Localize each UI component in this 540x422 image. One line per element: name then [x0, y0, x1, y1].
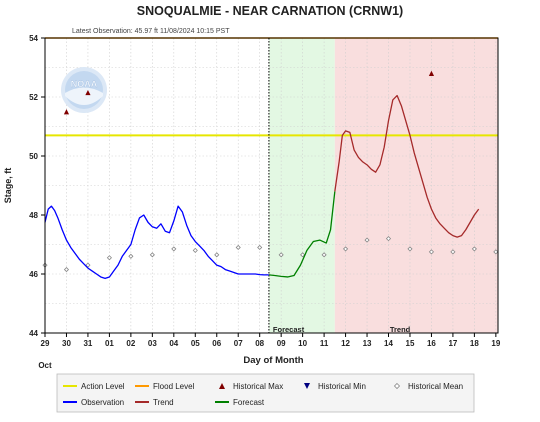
- y-tick-label: 50: [29, 152, 38, 161]
- y-axis-ticks: 44 46 48 50 52 54: [29, 34, 45, 338]
- x-tick-label: 12: [341, 339, 350, 348]
- historical-mean-point: [450, 249, 456, 255]
- trend-line: [334, 94, 480, 238]
- legend: Action Level Flood Level Historical Max His…: [56, 373, 475, 413]
- historical-mean-point: [235, 244, 241, 251]
- historical-max-point: [85, 89, 91, 96]
- noaa-logo-text: NOAA: [71, 79, 98, 89]
- x-tick-label: 13: [363, 339, 372, 348]
- x-tick-label: 10: [298, 339, 307, 348]
- month-label: Oct: [38, 361, 52, 370]
- x-tick-label: 15: [406, 339, 415, 348]
- x-tick-label: 05: [191, 339, 200, 348]
- historical-mean-point: [278, 252, 284, 258]
- historical-mean-point: [407, 246, 413, 252]
- historical-mean-point: [300, 252, 306, 258]
- historical-mean-point: [63, 267, 70, 273]
- x-tick-label: 18: [470, 339, 479, 348]
- trend-region-label: Trend: [390, 325, 411, 334]
- x-tick-label: 08: [255, 339, 264, 348]
- x-tick-label: 11: [320, 339, 329, 348]
- historical-max-point: [428, 70, 435, 76]
- historical-mean-point: [493, 249, 499, 255]
- legend-label: Historical Min: [318, 382, 366, 391]
- x-tick-label: 06: [212, 339, 221, 348]
- legend-label: Historical Max: [233, 382, 283, 391]
- y-tick-label: 54: [29, 34, 38, 43]
- x-tick-label: 01: [105, 339, 114, 348]
- legend-label: Trend: [153, 398, 174, 407]
- historical-mean-point: [214, 252, 220, 258]
- y-tick-label: 46: [29, 270, 38, 279]
- legend-item: Historical Max: [219, 382, 283, 391]
- y-tick-label: 48: [29, 211, 38, 220]
- forecast-line: [268, 191, 336, 278]
- x-tick-label: 29: [41, 339, 50, 348]
- x-tick-label: 14: [384, 339, 393, 348]
- legend-item: Action Level: [63, 382, 125, 391]
- x-tick-label: 31: [83, 339, 92, 348]
- plot-frame: [44, 37, 499, 334]
- legend-label: Flood Level: [153, 382, 195, 391]
- historical-mean-point: [343, 246, 349, 252]
- legend-label: Forecast: [233, 398, 265, 407]
- forecast-region-label: Forecast: [273, 325, 305, 334]
- legend-item: Flood Level: [135, 382, 195, 391]
- x-tick-label: 09: [277, 339, 286, 348]
- historical-max-point: [63, 109, 70, 115]
- legend-item: Observation: [63, 398, 124, 407]
- y-tick-label: 52: [29, 93, 38, 102]
- historical-max-points: [63, 70, 435, 115]
- legend-swatch-triangle-up: [219, 383, 225, 389]
- historical-mean-point: [385, 236, 392, 242]
- historical-mean-point: [428, 249, 435, 255]
- historical-mean-point: [192, 247, 198, 253]
- historical-mean-point: [106, 255, 112, 261]
- legend-item: Forecast: [215, 398, 265, 407]
- x-tick-label: 07: [234, 339, 243, 348]
- historical-mean-point: [364, 237, 370, 243]
- legend-item: Historical Mean: [393, 382, 463, 391]
- noaa-logo: NOAA: [61, 67, 107, 113]
- y-tick-label: 44: [29, 329, 38, 338]
- chart-subtitle: Latest Observation: 45.97 ft 11/08/2024 …: [72, 28, 230, 35]
- legend-swatch-triangle-down: [304, 383, 310, 389]
- legend-box: [56, 373, 475, 413]
- y-axis-label: Stage, ft: [3, 168, 13, 204]
- historical-mean-point: [471, 246, 477, 252]
- x-tick-label: 16: [427, 339, 436, 348]
- observation-line: [44, 205, 269, 280]
- legend-label: Observation: [81, 398, 124, 407]
- chart-title: SNOQUALMIE - NEAR CARNATION (CRNW1): [137, 4, 403, 18]
- x-tick-label: 30: [62, 339, 71, 348]
- noaa-logo-bird: [65, 87, 103, 105]
- legend-item: Trend: [135, 398, 174, 407]
- x-axis-ticks: 29 30 31 01 02 03 04 05 06 07 08 09 10 11 12 13 14 15 16 17…: [41, 333, 501, 348]
- x-axis-label: Day of Month: [243, 355, 303, 366]
- x-tick-label: 19: [491, 339, 500, 348]
- historical-mean-point: [257, 244, 263, 251]
- legend-label: Action Level: [81, 382, 125, 391]
- historical-mean-point: [171, 246, 177, 252]
- historical-mean-point: [128, 253, 134, 259]
- x-tick-label: 04: [169, 339, 178, 348]
- x-tick-label: 03: [148, 339, 157, 348]
- historical-mean-point: [321, 252, 327, 258]
- x-tick-label: 17: [448, 339, 457, 348]
- legend-item: Historical Min: [304, 382, 366, 391]
- historical-mean-point: [149, 252, 155, 258]
- x-tick-label: 02: [126, 339, 135, 348]
- legend-label: Historical Mean: [408, 382, 463, 391]
- legend-swatch-diamond: [393, 382, 401, 390]
